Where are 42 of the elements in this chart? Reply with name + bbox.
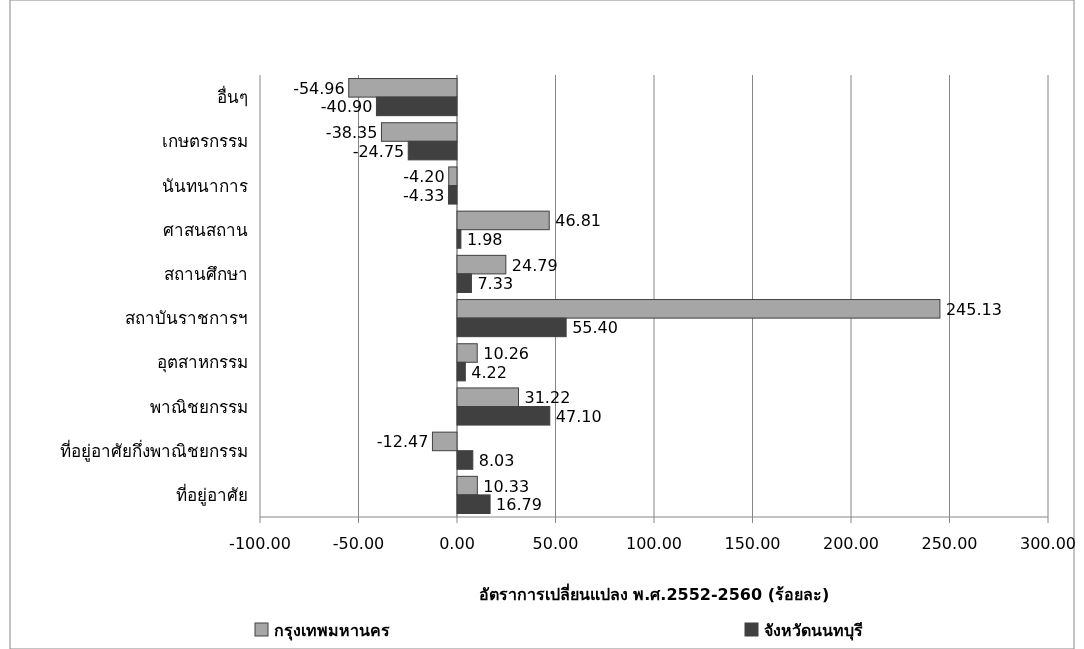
x-tick-label: 150.00 (724, 534, 781, 553)
data-label: 10.26 (483, 344, 530, 364)
y-tick-label: ที่อยู่อาศัย (176, 482, 248, 506)
data-label: 4.22 (471, 362, 507, 382)
y-tick-label: เกษตรกรรม (162, 131, 248, 152)
x-tick-label: 100.00 (626, 534, 682, 553)
y-tick-label: พาณิชยกรรม (150, 396, 248, 417)
x-tick-label: 50.00 (532, 534, 579, 553)
data-label: 46.81 (555, 211, 602, 231)
data-label: -38.35 (325, 123, 378, 143)
y-tick-label: อื่นๆ (217, 85, 248, 108)
data-label: 7.33 (477, 274, 514, 294)
x-tick-label: -100.00 (229, 534, 291, 553)
data-label: 10.33 (483, 476, 530, 496)
y-tick-label: ที่อยู่อาศัยกึ่งพาณิชยกรรม (60, 438, 248, 462)
data-label: 1.98 (466, 229, 503, 249)
x-tick-label: 250.00 (921, 534, 978, 553)
data-label: -54.96 (293, 78, 345, 98)
data-label: 8.03 (478, 450, 515, 470)
legend-label: กรุงเทพมหานคร (274, 621, 390, 641)
data-label: -4.33 (403, 185, 445, 205)
data-label: 31.22 (524, 388, 571, 408)
x-tick-label: 300.00 (1020, 534, 1076, 553)
x-tick-label: 200.00 (823, 534, 879, 553)
data-label: 55.40 (572, 318, 618, 338)
x-tick-label: -50.00 (332, 534, 385, 553)
data-label: 245.13 (945, 299, 1002, 319)
y-tick-label: สถาบันราชการฯ (125, 308, 248, 329)
data-label: 47.10 (555, 406, 602, 426)
data-label: -40.90 (320, 97, 373, 117)
y-tick-label: ศาสนสถาน (163, 219, 248, 240)
legend-label: จังหวัดนนทบุรี (764, 621, 863, 641)
data-label: -12.47 (376, 432, 429, 452)
y-tick-label: อุตสาหกรรม (157, 352, 248, 374)
data-label: -4.20 (403, 167, 445, 187)
data-label: 16.79 (496, 495, 542, 515)
x-axis-title: อัตราการเปลี่ยนแปลง พ.ศ.2552-2560 (ร้อยละ) (478, 583, 830, 604)
y-tick-label: สถานศึกษา (164, 263, 248, 284)
data-label: 24.79 (511, 255, 558, 275)
y-tick-label: นันทนาการ (162, 175, 248, 196)
data-label: -24.75 (352, 141, 405, 161)
x-tick-label: 0.00 (439, 534, 475, 553)
